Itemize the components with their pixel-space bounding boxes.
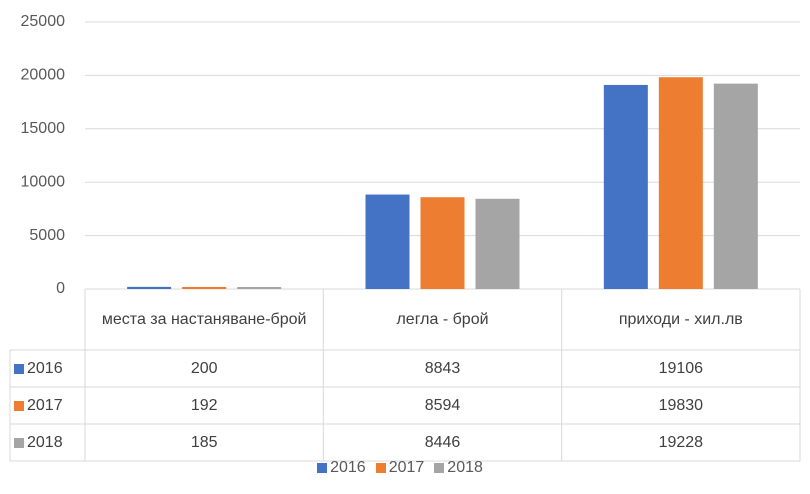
bar: [365, 194, 410, 289]
y-tick-label: 20000: [21, 67, 66, 84]
legend-key: [317, 462, 328, 473]
legend-key: [375, 462, 386, 473]
bar: [658, 77, 703, 289]
table-value-text: 19106: [658, 359, 704, 377]
legend-key: [14, 400, 24, 411]
table-value: 19830: [562, 387, 800, 424]
y-tick-label: 0: [56, 280, 65, 297]
table-value-text: 200: [190, 359, 218, 377]
table-value-text: 19830: [658, 396, 704, 414]
table-value: 8843: [323, 350, 561, 387]
legend-key: [434, 462, 445, 473]
y-tick-label: 10000: [21, 173, 66, 190]
bar: [237, 287, 282, 289]
table-series-cell: 2018: [10, 424, 85, 461]
table-value: 200: [85, 350, 323, 387]
legend-label: 2018: [447, 458, 483, 476]
table-value-text: 8843: [424, 359, 461, 377]
table-header-text: места за настаняване-брой: [101, 310, 307, 328]
bar: [420, 197, 465, 289]
table-value-text: 8594: [424, 396, 461, 414]
y-tick-label: 25000: [21, 13, 66, 30]
bar: [182, 286, 227, 289]
series-name: 2016: [27, 359, 63, 377]
legend-label: 2016: [330, 458, 366, 476]
table-series-cell: 2016: [10, 350, 85, 387]
table-header: легла - брой: [323, 289, 561, 350]
table-series-cell: 2017: [10, 387, 85, 424]
bar: [713, 83, 758, 289]
table-header-text: приходи - хил.лв: [618, 310, 743, 328]
legend-key: [14, 363, 24, 374]
table-value: 19106: [562, 350, 800, 387]
legend-label: 2017: [388, 458, 425, 476]
table-value: 8446: [323, 424, 561, 461]
legend: 2016 2017 2018: [0, 455, 810, 480]
bar: [603, 84, 648, 289]
table-value-text: 185: [190, 433, 218, 451]
y-tick-label: 15000: [21, 120, 66, 137]
table-header: приходи - хил.лв: [562, 289, 800, 350]
legend-key: [14, 437, 24, 448]
table-value: 192: [85, 387, 323, 424]
table-value-text: 192: [190, 396, 218, 414]
table-header-text: легла - брой: [396, 310, 489, 328]
table-value: 8594: [323, 387, 561, 424]
table-header: места за настаняване-брой: [85, 289, 323, 350]
bar: [127, 286, 172, 289]
table-value: 185: [85, 424, 323, 461]
series-name: 2017: [27, 396, 63, 414]
series-name: 2018: [27, 433, 63, 451]
y-tick-label: 5000: [29, 227, 65, 244]
table-value-text: 8446: [424, 433, 461, 451]
table-value-text: 19228: [658, 433, 704, 451]
table-value: 19228: [562, 424, 800, 461]
bar: [475, 198, 520, 289]
